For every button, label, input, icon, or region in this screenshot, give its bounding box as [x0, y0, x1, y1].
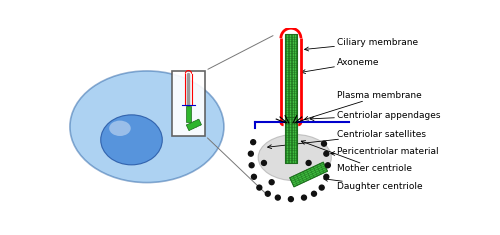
Circle shape — [312, 191, 316, 196]
Ellipse shape — [109, 121, 130, 136]
Circle shape — [322, 141, 326, 146]
Circle shape — [262, 161, 266, 165]
Circle shape — [326, 163, 330, 168]
Text: Centriolar satellites: Centriolar satellites — [268, 130, 426, 149]
Circle shape — [276, 195, 280, 200]
Circle shape — [266, 191, 270, 196]
Bar — [290, 162, 328, 187]
Bar — [172, 70, 205, 136]
Bar — [284, 117, 297, 163]
Text: Daughter centriole: Daughter centriole — [324, 177, 422, 191]
Text: Centriolar appendages: Centriolar appendages — [310, 111, 440, 121]
Circle shape — [257, 185, 262, 190]
Text: Plasma membrane: Plasma membrane — [304, 91, 422, 120]
Text: Axoneme: Axoneme — [302, 58, 380, 74]
Bar — [186, 119, 202, 131]
Circle shape — [288, 197, 294, 202]
Circle shape — [252, 174, 256, 179]
Circle shape — [250, 140, 256, 145]
Circle shape — [324, 174, 329, 179]
Circle shape — [269, 180, 274, 185]
Ellipse shape — [70, 71, 224, 183]
Circle shape — [306, 161, 311, 165]
Text: Ciliary membrane: Ciliary membrane — [304, 38, 418, 51]
Circle shape — [319, 185, 324, 190]
Text: Pericentriolar material: Pericentriolar material — [331, 147, 438, 156]
Bar — [284, 34, 297, 117]
Ellipse shape — [100, 115, 162, 165]
Bar — [186, 106, 191, 121]
Circle shape — [248, 151, 254, 156]
Circle shape — [249, 163, 254, 168]
Ellipse shape — [258, 134, 332, 181]
Circle shape — [324, 151, 329, 156]
Text: Mother centriole: Mother centriole — [302, 141, 412, 173]
Circle shape — [302, 195, 306, 200]
